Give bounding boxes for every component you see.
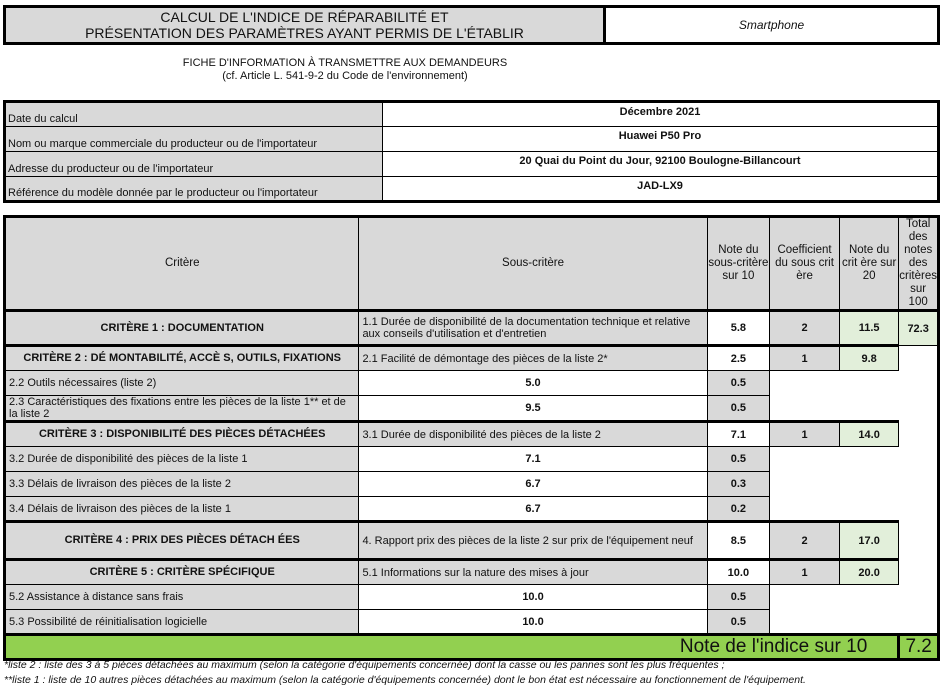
table-row: 5.2 Assistance à distance sans frais 10.0… bbox=[3, 584, 939, 610]
table-row: CRITÈRE 5 : CRITÈRE SPÉCIFIQUE 5.1 Inform… bbox=[3, 558, 939, 585]
info-value: Décembre 2021 bbox=[382, 101, 939, 127]
sub-criterion-label: 5.1 Informations sur la nature des mises… bbox=[358, 558, 708, 585]
criterion-name: CRITÈRE 1 : DOCUMENTATION bbox=[3, 309, 360, 346]
column-header: Total des notes des critères sur 100 bbox=[898, 216, 939, 311]
table-row: CRITÈRE 1 : DOCUMENTATION 1.1 Durée de di… bbox=[3, 309, 939, 346]
criterion-score: 11.5 bbox=[838, 309, 900, 346]
table-row: 2.2 Outils nécessaires (liste 2) 5.0 0.5 bbox=[3, 370, 939, 396]
sub-criterion-note: 6.7 bbox=[358, 496, 708, 522]
sub-criterion-note: 8.5 bbox=[706, 520, 771, 560]
criterion-name: CRITÈRE 5 : CRITÈRE SPÉCIFIQUE bbox=[3, 558, 360, 585]
sub-criterion-coefficient: 2 bbox=[769, 520, 840, 560]
table-row: 5.3 Possibilité de réinitialisation logi… bbox=[3, 609, 939, 635]
document-title: CALCUL DE L'INDICE DE RÉPARABILITÉ ET PR… bbox=[6, 8, 606, 42]
subtitle-line-1: FICHE D'INFORMATION À TRANSMETTRE AUX DE… bbox=[182, 57, 508, 69]
sub-criterion-note: 7.1 bbox=[358, 446, 708, 472]
sub-criterion-coefficient: 1 bbox=[769, 558, 840, 585]
info-label: Nom ou marque commerciale du producteur … bbox=[4, 126, 383, 152]
sub-criterion-coefficient: 0.3 bbox=[706, 471, 771, 497]
sub-criterion-coefficient: 0.5 bbox=[706, 395, 771, 422]
column-header: Note du crit ère sur 20 bbox=[838, 216, 900, 311]
info-label: Référence du modèle donnée par le produc… bbox=[4, 176, 383, 202]
column-header: Critère bbox=[3, 216, 360, 311]
sub-criterion-coefficient: 1 bbox=[769, 420, 840, 447]
table-row: 3.3 Délais de livraison des pièces de la… bbox=[3, 471, 939, 497]
criterion-name: CRITÈRE 3 : DISPONIBILITÉ DES PIÈCES DÉT… bbox=[3, 420, 360, 447]
sub-criterion-label: 3.3 Délais de livraison des pièces de la… bbox=[3, 471, 360, 497]
sub-criterion-note: 6.7 bbox=[358, 471, 708, 497]
final-score-label: Note de l'indice sur 10 bbox=[3, 633, 900, 660]
criterion-score: 17.0 bbox=[838, 520, 900, 560]
column-header: Sous-critère bbox=[358, 216, 708, 311]
sub-criterion-coefficient: 1 bbox=[769, 344, 840, 371]
final-score-value: 7.2 bbox=[897, 633, 939, 660]
subtitle-line-2: (cf. Article L. 541-9-2 du Code de l'env… bbox=[222, 70, 468, 82]
sub-criterion-note: 10.0 bbox=[706, 558, 771, 585]
table-row: CRITÈRE 2 : DÉ MONTABILITÉ, ACCÈ S, OUTI… bbox=[3, 344, 939, 371]
sub-criterion-coefficient: 0.5 bbox=[706, 609, 771, 635]
sub-criterion-label: 2.2 Outils nécessaires (liste 2) bbox=[3, 370, 360, 396]
sub-criterion-coefficient: 2 bbox=[769, 309, 840, 346]
footnote-1: *liste 2 : liste des 3 à 5 pièces détach… bbox=[4, 659, 725, 671]
sub-criterion-coefficient: 0.2 bbox=[706, 496, 771, 522]
sub-criterion-note: 7.1 bbox=[706, 420, 771, 447]
sub-criterion-label: 2.1 Facilité de démontage des pièces de … bbox=[358, 344, 708, 371]
sub-criterion-note: 2.5 bbox=[706, 344, 771, 371]
header-row: Critère Sous-critère Note du sous-critère … bbox=[3, 216, 939, 311]
sub-criterion-note: 9.5 bbox=[358, 395, 708, 422]
sub-criterion-note: 10.0 bbox=[358, 584, 708, 610]
final-score-row: Note de l'indice sur 10 7.2 bbox=[3, 633, 939, 660]
info-label: Date du calcul bbox=[4, 101, 383, 127]
title-line-2: PRÉSENTATION DES PARAMÈTRES AYANT PERMIS… bbox=[85, 25, 524, 41]
info-table: Date du calcul Décembre 2021 Nom ou marque… bbox=[3, 100, 940, 203]
info-row: Date du calcul Décembre 2021 bbox=[4, 101, 939, 127]
info-row: Adresse du producteur ou de l'importateu… bbox=[4, 151, 939, 177]
sub-criterion-coefficient: 0.5 bbox=[706, 370, 771, 396]
sub-criterion-note: 5.8 bbox=[706, 309, 771, 346]
sub-criterion-label: 3.2 Durée de disponibilité des pièces de… bbox=[3, 446, 360, 472]
criterion-name: CRITÈRE 2 : DÉ MONTABILITÉ, ACCÈ S, OUTI… bbox=[3, 344, 360, 371]
criterion-score: 9.8 bbox=[838, 344, 900, 371]
column-header: Coefficient du sous crit ère bbox=[769, 216, 840, 311]
criterion-name: CRITÈRE 4 : PRIX DES PIÈCES DÉTACH ÉES bbox=[3, 520, 360, 560]
title-header: CALCUL DE L'INDICE DE RÉPARABILITÉ ET PR… bbox=[3, 5, 940, 45]
sub-criterion-label: 3.4 Délais de livraison des pièces de la… bbox=[3, 496, 360, 522]
info-row: Nom ou marque commerciale du producteur … bbox=[4, 126, 939, 152]
sub-criterion-coefficient: 0.5 bbox=[706, 446, 771, 472]
sub-criterion-label: 4. Rapport prix des pièces de la liste 2… bbox=[358, 520, 708, 560]
info-label: Adresse du producteur ou de l'importateu… bbox=[4, 151, 383, 177]
criteria-table: Critère Sous-critère Note du sous-critère … bbox=[3, 215, 940, 661]
info-value: 20 Quai du Point du Jour, 92100 Boulogne… bbox=[382, 151, 939, 177]
sub-criterion-note: 10.0 bbox=[358, 609, 708, 635]
sub-criterion-label: 1.1 Durée de disponibilité de la documen… bbox=[358, 309, 708, 346]
subtitle: FICHE D'INFORMATION À TRANSMETTRE AUX DE… bbox=[140, 57, 550, 83]
sub-criterion-note: 5.0 bbox=[358, 370, 708, 396]
table-row: 2.3 Caractéristiques des fixations entre… bbox=[3, 395, 939, 422]
sub-criterion-label: 2.3 Caractéristiques des fixations entre… bbox=[3, 395, 360, 422]
table-row: CRITÈRE 4 : PRIX DES PIÈCES DÉTACH ÉES 4.… bbox=[3, 520, 939, 560]
total-score: 72.3 bbox=[898, 309, 939, 346]
table-row: CRITÈRE 3 : DISPONIBILITÉ DES PIÈCES DÉT… bbox=[3, 420, 939, 447]
title-line-1: CALCUL DE L'INDICE DE RÉPARABILITÉ ET bbox=[160, 9, 449, 25]
info-row: Référence du modèle donnée par le produc… bbox=[4, 176, 939, 202]
info-value: Huawei P50 Pro bbox=[382, 126, 939, 152]
column-header: Note du sous-critère sur 10 bbox=[706, 216, 771, 311]
table-row: 3.2 Durée de disponibilité des pièces de… bbox=[3, 446, 939, 472]
sub-criterion-coefficient: 0.5 bbox=[706, 584, 771, 610]
table-row: 3.4 Délais de livraison des pièces de la… bbox=[3, 496, 939, 522]
product-category: Smartphone bbox=[738, 18, 805, 32]
sub-criterion-label: 5.3 Possibilité de réinitialisation logi… bbox=[3, 609, 360, 635]
sub-criterion-label: 3.1 Durée de disponibilité des pièces de… bbox=[358, 420, 708, 447]
footnote-2: **liste 1 : liste de 10 autres pièces dé… bbox=[4, 674, 806, 686]
sub-criterion-label: 5.2 Assistance à distance sans frais bbox=[3, 584, 360, 610]
info-value: JAD-LX9 bbox=[382, 176, 939, 202]
criterion-score: 14.0 bbox=[838, 420, 900, 447]
criterion-score: 20.0 bbox=[838, 558, 900, 585]
